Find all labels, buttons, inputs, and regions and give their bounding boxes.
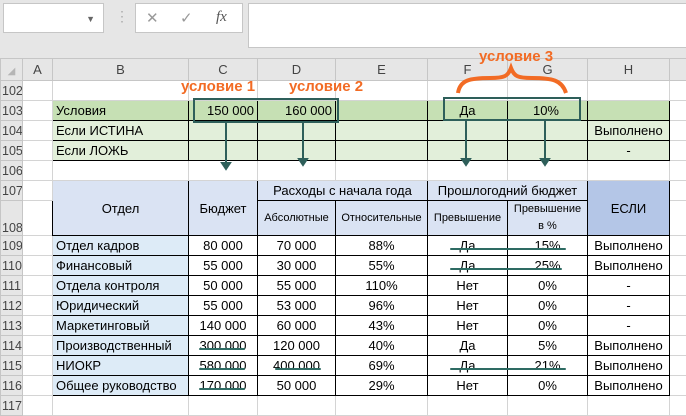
brace-icon [458,68,566,93]
underline-mark [199,368,245,370]
underline-mark [199,348,245,350]
underline-mark [275,368,321,370]
underline-mark [450,248,566,250]
underline-mark [450,268,562,270]
underline-mark [199,388,245,390]
underline-mark [450,368,566,370]
